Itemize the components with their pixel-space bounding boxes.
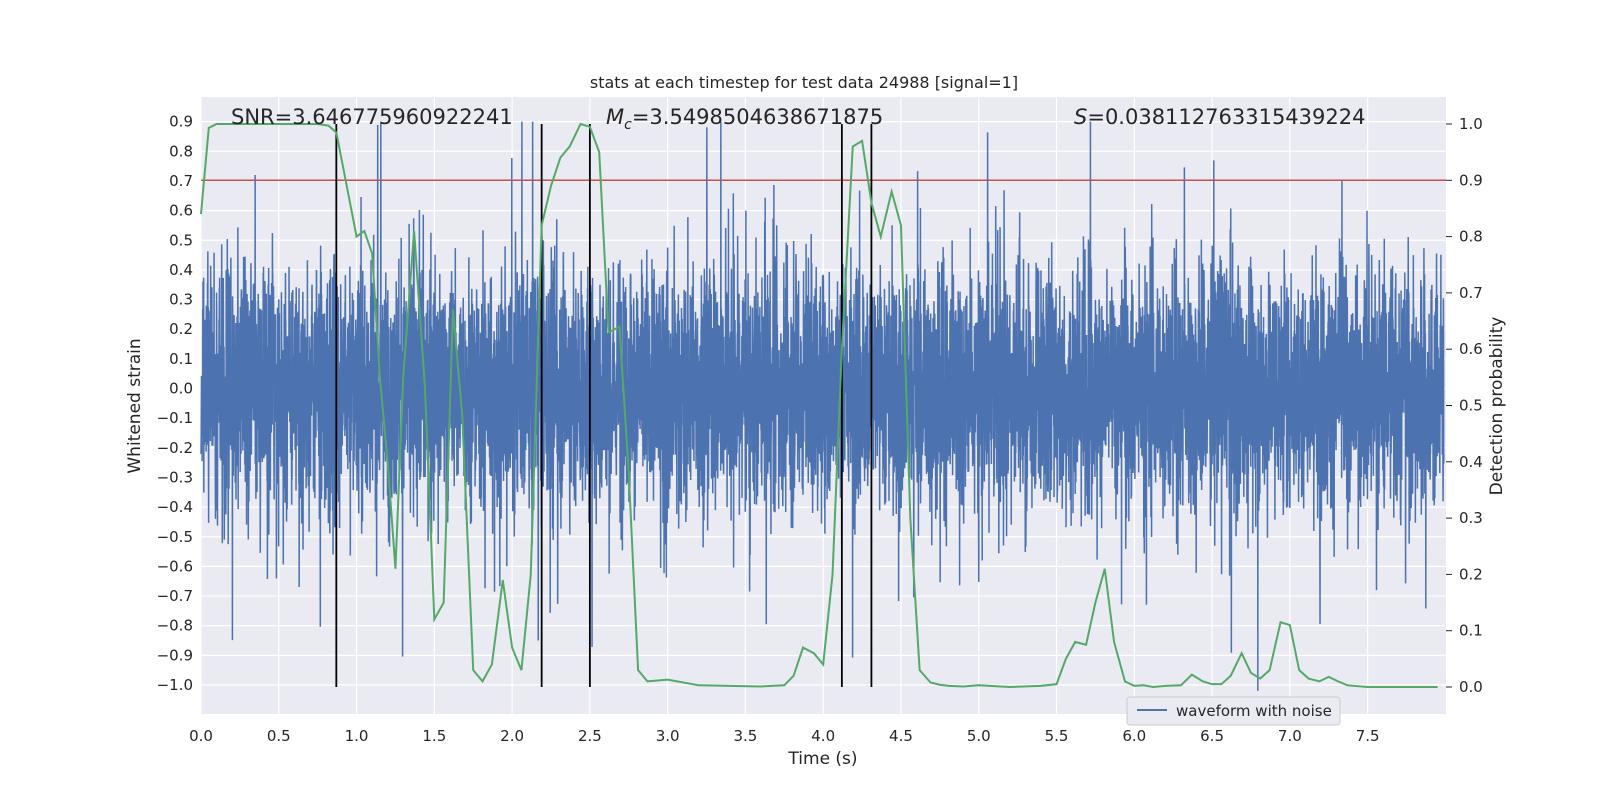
y-tick-label: 0.4 [169, 261, 193, 279]
x-tick-label: 4.0 [811, 727, 835, 745]
waveform-trace [200, 121, 1445, 691]
probability-line [200, 122, 1438, 689]
x-tick-label: 3.5 [733, 727, 757, 745]
waveform-line [200, 121, 1445, 691]
chirp-mass-annotation: Mc=3.5498504638671875 [606, 105, 883, 133]
y-tick-label: −0.7 [157, 587, 193, 605]
s-value: =0.038112763315439224 [1087, 105, 1365, 129]
y2-tick-label: 0.1 [1459, 622, 1483, 640]
x-axis-label: Time (s) [787, 749, 857, 769]
s-annotation: S=0.038112763315439224 [1074, 105, 1365, 129]
y-tick-label: 0.0 [169, 380, 193, 398]
y-tick-label: 0.3 [169, 291, 193, 309]
y-tick-label: 0.6 [169, 202, 193, 220]
y-tick-label: 0.1 [169, 350, 193, 368]
snr-annotation: SNR=3.646775960922241 [231, 105, 513, 129]
y2-tick-label: 0.2 [1459, 565, 1483, 583]
y2-axis-ticks: 1.0 0.9 0.8 0.7 0.6 0.5 0.4 0.3 0.2 0.1 0.0 [1446, 115, 1483, 696]
y-tick-label: −0.8 [157, 617, 193, 635]
y2-tick-label: 0.7 [1459, 284, 1483, 302]
y2-tick-label: 0.5 [1459, 397, 1483, 415]
x-tick-label: 1.0 [345, 727, 369, 745]
chirp-mass-value: =3.5498504638671875 [632, 105, 883, 129]
legend-box [1126, 696, 1341, 726]
x-tick-label: 0.5 [267, 727, 291, 745]
y-axis-label: Whitened strain [125, 338, 145, 473]
chart-title: stats at each timestep for test data 249… [590, 73, 1018, 92]
x-tick-label: 2.5 [578, 727, 602, 745]
x-tick-label: 3.0 [656, 727, 680, 745]
y2-tick-label: 0.9 [1459, 171, 1483, 189]
y2-tick-label: 0.4 [1459, 453, 1483, 471]
y2-tick-label: 0.6 [1459, 340, 1483, 358]
x-tick-label: 4.5 [889, 727, 913, 745]
y2-tick-label: 1.0 [1459, 115, 1483, 133]
y-tick-label: −0.1 [157, 409, 193, 427]
x-tick-label: 0.0 [189, 727, 213, 745]
x-tick-label: 6.0 [1122, 727, 1146, 745]
chirp-mass-subscript: c [624, 117, 632, 133]
chirp-mass-symbol: M [606, 105, 624, 129]
x-tick-label: 1.5 [422, 727, 446, 745]
x-axis-ticks: 0.0 0.5 1.0 1.5 2.0 2.5 3.0 3.5 4.0 4.5 5.0 5.5 6.0 6… [189, 727, 1379, 745]
legend-label: waveform with noise [1176, 702, 1332, 720]
y-tick-label: −0.9 [157, 646, 193, 664]
s-symbol: S [1074, 105, 1087, 129]
y-tick-label: 0.5 [169, 231, 193, 249]
y2-tick-label: 0.3 [1459, 509, 1483, 527]
legend: waveform with noise [1126, 696, 1341, 726]
y-axis-ticks: 0.9 0.8 0.7 0.6 0.5 0.4 0.3 0.2 0.1 0.0 −0.1 −0.2 −0… [157, 113, 193, 694]
y-tick-label: −0.5 [157, 528, 193, 546]
y2-tick-label: 0.0 [1459, 678, 1483, 696]
y-tick-label: −1.0 [157, 676, 193, 694]
x-tick-label: 7.0 [1278, 727, 1302, 745]
y-tick-label: 0.2 [169, 320, 193, 338]
y-tick-label: 0.9 [169, 113, 193, 131]
y2-axis-label: Detection probability [1487, 317, 1507, 496]
x-tick-label: 5.5 [1045, 727, 1069, 745]
x-tick-label: 7.5 [1356, 727, 1380, 745]
y-tick-label: 0.7 [169, 172, 193, 190]
x-tick-label: 6.5 [1200, 727, 1224, 745]
x-tick-label: 2.0 [500, 727, 524, 745]
y-tick-label: −0.6 [157, 557, 193, 575]
y-tick-label: −0.4 [157, 498, 193, 516]
vertical-markers [335, 124, 873, 687]
x-tick-label: 5.0 [967, 727, 991, 745]
y-tick-label: 0.8 [169, 142, 193, 160]
y2-tick-label: 0.8 [1459, 228, 1483, 246]
y-tick-label: −0.3 [157, 468, 193, 486]
y-tick-label: −0.2 [157, 439, 193, 457]
